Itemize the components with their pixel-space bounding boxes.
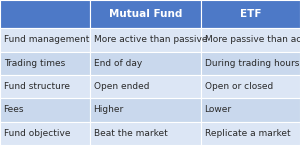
Bar [90,75,201,98]
Bar [90,28,201,52]
Text: Lower: Lower [205,105,232,115]
Bar [201,28,300,52]
Bar [0,122,90,145]
Text: Open or closed: Open or closed [205,82,273,91]
Text: Mutual Fund: Mutual Fund [109,9,182,19]
Bar [0,75,90,98]
Text: Trading times: Trading times [4,59,65,68]
Bar [90,122,201,145]
Bar [201,122,300,145]
Bar [201,52,300,75]
Bar [201,0,300,28]
Text: More passive than active: More passive than active [205,35,300,45]
Text: Open ended: Open ended [94,82,149,91]
Bar [0,28,90,52]
Bar [201,75,300,98]
Bar [201,98,300,122]
Text: More active than passive: More active than passive [94,35,207,45]
Bar [90,98,201,122]
Text: ETF: ETF [240,9,261,19]
Text: End of day: End of day [94,59,142,68]
Text: Fund management: Fund management [4,35,89,45]
Text: Higher: Higher [94,105,124,115]
Text: During trading hours: During trading hours [205,59,299,68]
Bar [0,0,90,28]
Text: Fund structure: Fund structure [4,82,70,91]
Text: Beat the market: Beat the market [94,129,167,138]
Bar [90,0,201,28]
Text: Fund objective: Fund objective [4,129,70,138]
Text: Replicate a market: Replicate a market [205,129,290,138]
Bar [0,98,90,122]
Bar [90,52,201,75]
Bar [0,52,90,75]
Text: Fees: Fees [4,105,24,115]
